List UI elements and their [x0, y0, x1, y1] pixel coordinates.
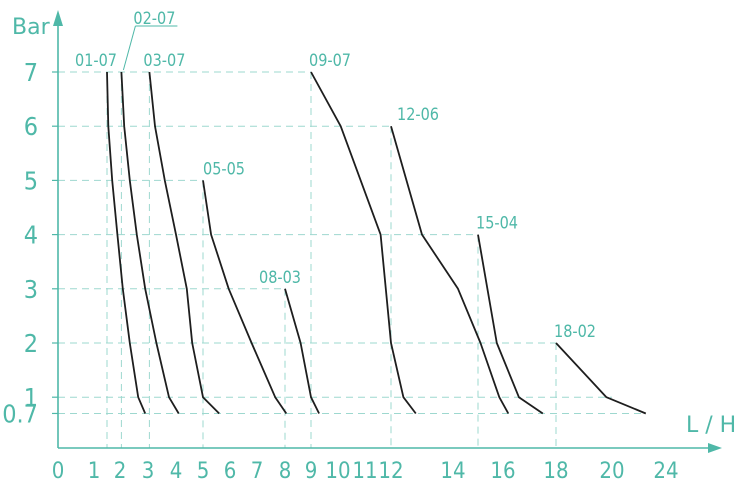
axes	[53, 10, 722, 453]
x-tick-label: 10	[325, 459, 350, 484]
x-tick-label: 3	[142, 459, 155, 484]
series-line-12-06	[390, 125, 510, 414]
series-label-18-02: 18-02	[554, 322, 596, 342]
x-tick-label: 2	[114, 459, 127, 484]
series-label-12-06: 12-06	[397, 105, 439, 125]
y-tick-label: 5	[24, 166, 38, 195]
y-tick-label: 4	[24, 221, 38, 250]
series-label-01-07: 01-07	[75, 51, 117, 71]
x-tick-label: 9	[305, 459, 318, 484]
series-line-18-02	[555, 342, 647, 415]
x-tick-label: 8	[279, 459, 292, 484]
series-line-08-03	[284, 288, 320, 414]
series-label-02-07: 02-07	[133, 9, 175, 29]
series-line-05-05	[202, 180, 288, 415]
x-tick-label: 4	[170, 459, 183, 484]
x-tick-label: 18	[543, 459, 568, 484]
series-label-08-03: 08-03	[259, 268, 301, 288]
x-tick-label: 1	[88, 459, 101, 484]
series-label-09-07: 09-07	[309, 51, 351, 71]
x-tick-label: 7	[251, 459, 264, 484]
y-tick-label: 1	[24, 383, 38, 412]
x-tick-label: 24	[653, 459, 678, 484]
y-axis-label: Bar	[12, 15, 51, 40]
series-label-05-05: 05-05	[203, 159, 245, 179]
x-axis-label: L / H	[686, 413, 736, 438]
tick-labels: 01-07 02-07 03-07 05-05 08-03 09-07 12-06 15-04…	[2, 9, 678, 484]
x-tick-label: 14	[440, 459, 465, 484]
y-tick-label: 0.7	[2, 399, 38, 428]
x-axis-arrow	[708, 443, 722, 453]
y-tick-label: 3	[24, 275, 38, 304]
series-label-15-04: 15-04	[476, 214, 518, 234]
series-label-03-07: 03-07	[143, 51, 185, 71]
x-tick-label: 16	[490, 459, 515, 484]
y-tick-label: 6	[24, 112, 38, 141]
series-lines	[106, 71, 647, 415]
series-line-01-07	[106, 71, 147, 414]
y-tick-label: 7	[24, 58, 38, 87]
x-tick-label: 20	[599, 459, 624, 484]
x-tick-label: 12	[378, 459, 403, 484]
y-axis-arrow	[53, 10, 63, 26]
x-tick-label: 6	[224, 459, 237, 484]
series-line-15-04	[477, 234, 544, 415]
series-label-leader	[122, 25, 136, 71]
series-line-03-07	[148, 71, 220, 415]
grid-lines	[58, 71, 646, 448]
x-tick-label: 11	[352, 459, 377, 484]
x-tick-label: 5	[197, 459, 210, 484]
y-tick-label: 2	[24, 329, 38, 358]
x-tick-label: 0	[52, 459, 65, 484]
series-line-09-07	[310, 71, 417, 415]
series-line-02-07	[120, 71, 180, 414]
